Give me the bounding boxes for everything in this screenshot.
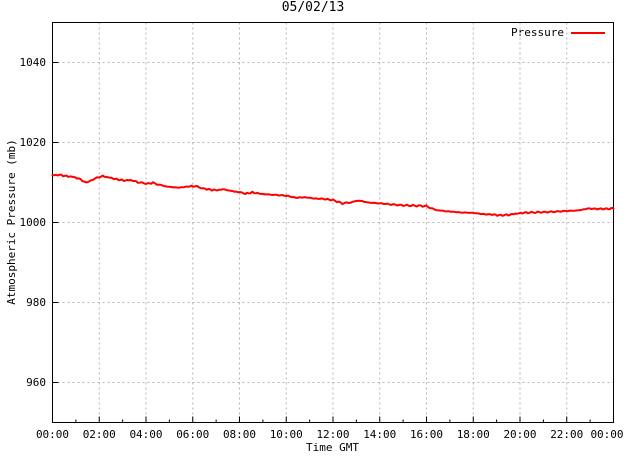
pressure-line bbox=[51, 173, 615, 217]
y-tick-label: 1000 bbox=[19, 215, 47, 229]
x-tick-label: 02:00 bbox=[82, 428, 116, 441]
y-tick-label: 1020 bbox=[19, 135, 47, 149]
legend-label: Pressure bbox=[511, 26, 564, 39]
x-tick-label: 22:00 bbox=[550, 428, 584, 441]
y-tick-label: 960 bbox=[26, 375, 46, 389]
x-tick-label: 16:00 bbox=[409, 428, 444, 441]
x-axis-title: Time GMT bbox=[306, 441, 359, 454]
x-tick-label: 08:00 bbox=[222, 428, 257, 441]
x-tick-label: 12:00 bbox=[316, 428, 350, 441]
chart-title: 05/02/13 bbox=[281, 0, 345, 15]
legend: Pressure bbox=[511, 27, 605, 39]
x-tick-label: 06:00 bbox=[176, 428, 210, 441]
x-tick-label: 00:00 bbox=[590, 428, 624, 441]
x-tick-label: 18:00 bbox=[456, 428, 490, 441]
y-tick-labels: 960 980 1000 1020 1040 bbox=[0, 0, 47, 459]
x-tick-label: 10:00 bbox=[269, 428, 303, 441]
x-tick-label: 20:00 bbox=[503, 428, 537, 441]
x-tick-labels: 00:00 02:00 04:00 06:00 08:00 10:00 12:00 14:00… bbox=[0, 428, 626, 442]
x-tick-label: 00:00 bbox=[35, 428, 70, 441]
x-tick-label: 04:00 bbox=[129, 428, 163, 441]
x-tick-label: 14:00 bbox=[363, 428, 397, 441]
y-tick-label: 980 bbox=[26, 295, 46, 309]
y-tick-label: 1040 bbox=[19, 55, 47, 69]
legend-line-sample bbox=[571, 32, 605, 34]
